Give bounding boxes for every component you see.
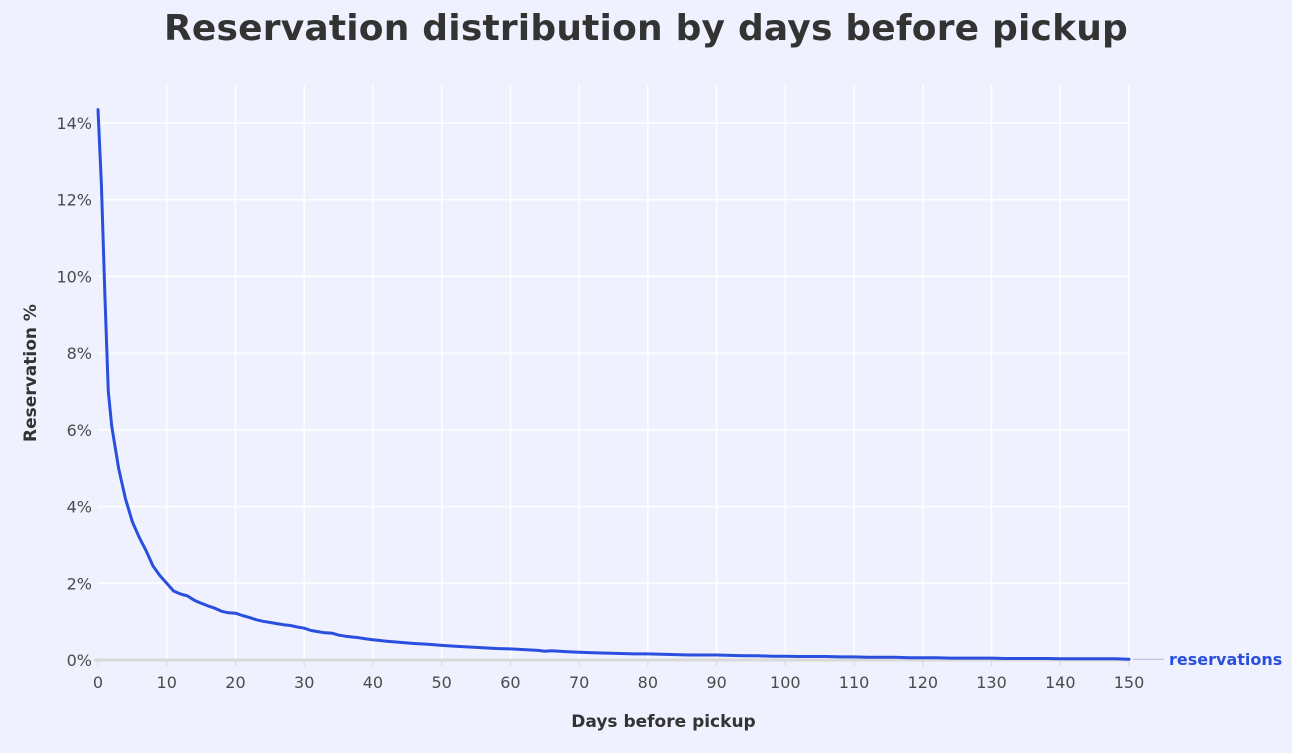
grid-layer (98, 85, 1130, 660)
series-label-reservations: reservations (1169, 650, 1282, 669)
x-tick-label: 110 (839, 673, 870, 692)
x-tick-label: 20 (225, 673, 245, 692)
y-tick-label: 8% (67, 344, 92, 363)
x-tick-label: 80 (638, 673, 658, 692)
x-tick-label: 140 (1045, 673, 1076, 692)
x-tick-label: 0 (93, 673, 103, 692)
chart-title: Reservation distribution by days before … (163, 8, 1129, 49)
y-tick-label: 6% (67, 421, 92, 440)
y-tick-label: 4% (67, 498, 92, 517)
x-tick-label: 100 (770, 673, 801, 692)
x-tick-label: 50 (431, 673, 451, 692)
y-axis-title: Reservation % (21, 304, 41, 442)
x-tick-label: 70 (569, 673, 589, 692)
y-tick-label: 12% (56, 191, 92, 210)
x-tick-label: 10 (157, 673, 177, 692)
x-axis-title: Days before pickup (571, 712, 755, 732)
x-tick-label: 90 (706, 673, 726, 692)
x-tick-label: 30 (294, 673, 314, 692)
x-tick-label: 120 (908, 673, 939, 692)
y-tick-label: 10% (56, 267, 92, 286)
x-tick-label: 40 (363, 673, 383, 692)
series-line-reservations (96, 108, 1131, 661)
x-tick-label: 130 (976, 673, 1007, 692)
tick-layer: 0 10 20 30 40 50 60 70 80 90 100 110 120 130 140 150 0% 2… (56, 114, 1144, 692)
x-tick-label: 150 (1114, 673, 1145, 692)
y-tick-label: 2% (67, 574, 92, 593)
y-tick-label: 0% (67, 651, 92, 670)
y-tick-label: 14% (56, 114, 92, 133)
x-tick-label: 60 (500, 673, 520, 692)
